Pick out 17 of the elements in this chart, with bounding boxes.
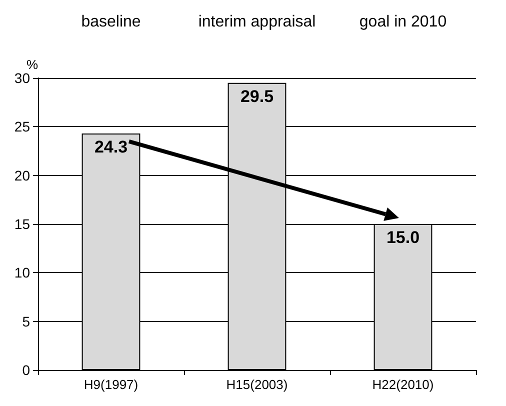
x-tick-label: H22(2010) [372,377,434,392]
y-axis-title: % [26,57,38,72]
y-tick-label: 0 [22,362,30,378]
y-tick-label: 25 [14,118,30,135]
data-label: 15.0 [386,228,420,247]
y-tick-label: 5 [22,313,30,330]
data-label: 24.3 [94,137,128,156]
text: interim appraisal [198,14,316,30]
y-tick-label: 30 [14,70,30,86]
y-tick-label: 20 [14,167,30,184]
y-tick-label: 15 [14,216,30,232]
text: goal in 2010 [359,14,447,30]
data-label: 29.5 [240,86,274,106]
y-tick-label: 10 [14,264,30,281]
x-tick-label: H9(1997) [84,377,138,392]
text: baseline [81,14,141,30]
x-tick-label: H15(2003) [226,377,288,392]
